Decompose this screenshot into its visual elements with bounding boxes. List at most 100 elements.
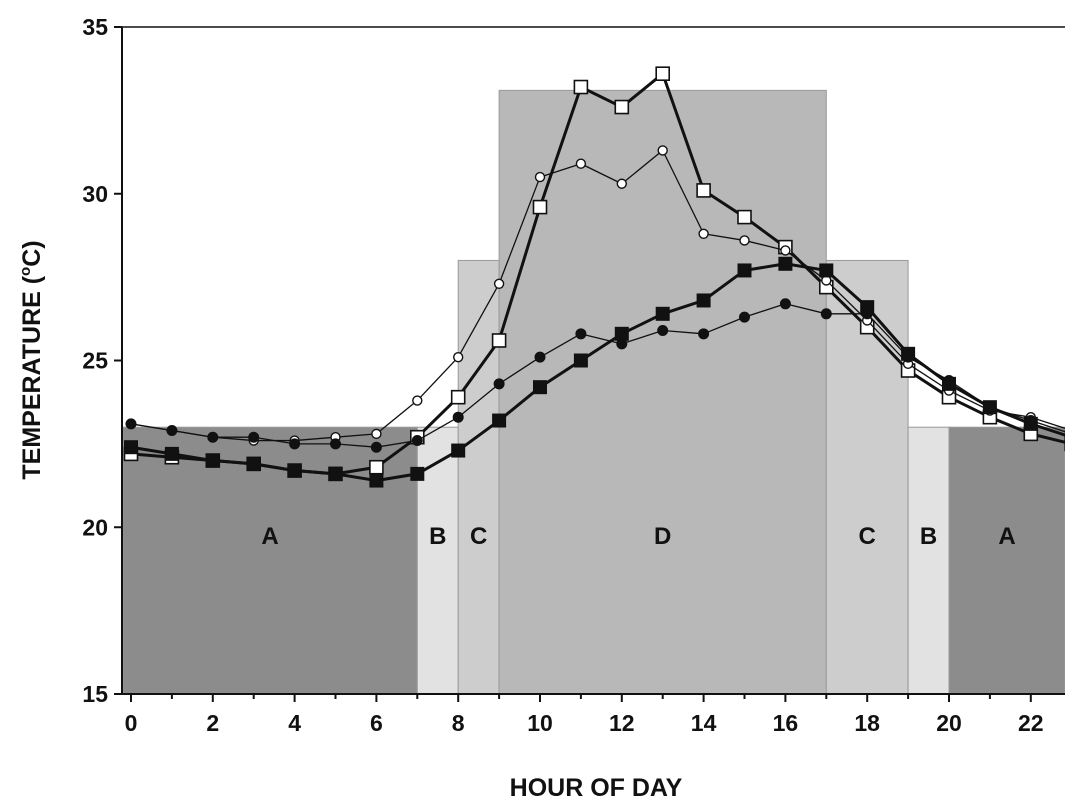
y-tick-label-4: 35 — [82, 14, 108, 40]
series-3-point-8 — [452, 411, 464, 423]
series-2-point-17 — [819, 263, 834, 278]
series-3-point-2 — [207, 431, 219, 443]
zone-label-4: C — [859, 523, 876, 550]
zone-6 — [948, 426, 1065, 695]
x-tick-label-8: 16 — [773, 710, 799, 736]
zone-label-5: B — [920, 523, 937, 550]
axes — [114, 26, 1065, 702]
zone-3 — [498, 89, 827, 695]
series-3-point-21 — [984, 401, 996, 413]
series-3-point-14 — [698, 328, 710, 340]
series-3-point-13 — [657, 324, 669, 336]
series-1-point-16 — [780, 245, 791, 256]
series-1-point-12 — [616, 178, 627, 189]
series-2-point-3 — [246, 456, 261, 471]
y-tick-label-0: 15 — [82, 681, 108, 707]
zone-0 — [122, 426, 418, 695]
series-1-point-10 — [534, 171, 546, 183]
x-tick-label-3: 6 — [370, 710, 383, 736]
y-axis-title: TEMPERATURE (oC) — [17, 240, 46, 479]
zone-2 — [457, 259, 500, 695]
series-3-point-19 — [902, 351, 914, 363]
series-1-point-6 — [371, 428, 382, 440]
series-2-point-15 — [737, 263, 752, 278]
series-3-point-0 — [125, 418, 137, 430]
series-2-point-6 — [369, 473, 384, 488]
series-1-point-11 — [575, 158, 587, 169]
zone-label-1: B — [429, 523, 446, 550]
zone-label-6: A — [998, 523, 1015, 550]
series-3-point-20 — [943, 375, 955, 387]
series-3-point-6 — [370, 441, 382, 453]
series-3-point-11 — [575, 328, 587, 340]
x-tick-label-7: 14 — [691, 710, 717, 736]
y-tick-label-3: 30 — [82, 181, 108, 207]
x-tick-label-6: 12 — [609, 710, 635, 736]
series-2-point-16 — [778, 256, 793, 271]
tick-labels: 15 20 25 30 35 0 2 4 6 8 10 12 14 16 18 20 22 — [82, 14, 1043, 736]
zone-label-2: C — [470, 523, 487, 550]
series-0-point-8 — [450, 389, 466, 405]
series-0-point-14 — [696, 183, 711, 198]
series-2-point-5 — [328, 466, 343, 481]
zone-5 — [907, 426, 950, 695]
series-3-point-22 — [1025, 415, 1037, 427]
x-axis-title: HOUR OF DAY — [510, 774, 683, 801]
series-3-point-5 — [330, 438, 341, 450]
series-2-point-1 — [164, 446, 179, 461]
series-3-point-10 — [534, 351, 546, 363]
y-axis-title-main: TEMPERATURE ( — [18, 275, 46, 479]
series-3-point-17 — [820, 308, 832, 320]
background-zones — [122, 89, 1065, 695]
series-2-point-7 — [410, 466, 425, 481]
series-3-point-1 — [166, 425, 178, 437]
series-2-point-4 — [287, 463, 302, 478]
series-3-point-7 — [411, 435, 423, 447]
series-0-point-9 — [491, 333, 507, 348]
series-2-point-10 — [533, 380, 547, 395]
series-3-point-9 — [493, 378, 505, 390]
y-axis-title-degree: o — [17, 267, 34, 276]
x-tick-label-11: 22 — [1018, 710, 1044, 736]
series-2-point-2 — [205, 453, 220, 468]
y-tick-label-1: 20 — [82, 514, 108, 540]
y-axis-title-unit: C) — [18, 240, 46, 266]
series-1-point-9 — [493, 278, 505, 289]
x-tick-label-4: 8 — [452, 710, 465, 736]
series-3-point-3 — [248, 431, 260, 443]
series-3-point-18 — [861, 308, 873, 320]
series-3-point-12 — [616, 338, 628, 350]
series-0-point-6 — [369, 459, 384, 475]
series-2-point-9 — [492, 413, 507, 428]
x-tick-label-2: 4 — [288, 710, 301, 736]
series-2-point-13 — [655, 306, 670, 321]
x-tick-label-1: 2 — [206, 710, 219, 736]
y-tick-label-2: 25 — [82, 348, 108, 374]
series-2-point-14 — [696, 293, 711, 308]
x-tick-label-5: 10 — [527, 710, 553, 736]
zone-label-0: A — [261, 523, 278, 550]
series-0-point-12 — [614, 99, 630, 115]
x-tick-label-10: 20 — [936, 710, 962, 736]
series-line-1 — [130, 149, 1065, 442]
series-2-point-0 — [124, 440, 138, 455]
x-tick-label-0: 0 — [125, 710, 138, 736]
zone-label-3: D — [654, 523, 671, 550]
series-0-point-10 — [532, 199, 548, 215]
series-3-point-16 — [779, 298, 791, 310]
series-1-point-14 — [698, 228, 709, 239]
series-line-3 — [130, 303, 1065, 448]
series-0-point-13 — [655, 66, 671, 81]
series-2-point-11 — [573, 353, 588, 368]
data-series — [123, 66, 1065, 488]
series-0-point-15 — [737, 209, 752, 225]
series-0-point-11 — [573, 79, 589, 95]
series-1-point-15 — [739, 235, 750, 246]
series-1-point-8 — [453, 351, 464, 363]
series-3-point-4 — [289, 438, 301, 450]
x-tick-label-9: 18 — [854, 710, 880, 736]
series-3-point-15 — [739, 311, 750, 323]
series-2-point-8 — [451, 443, 466, 458]
